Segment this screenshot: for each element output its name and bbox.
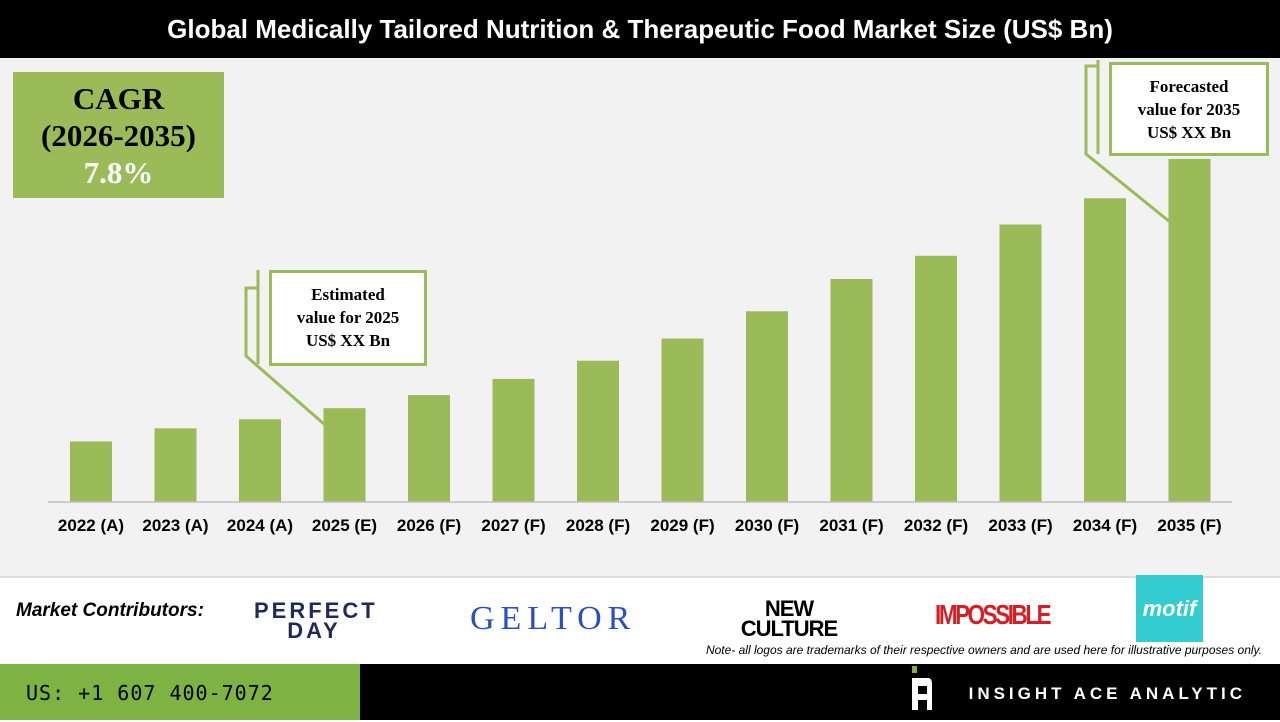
bar-2025-e- bbox=[323, 408, 366, 502]
callout-line: Forecasted bbox=[1149, 77, 1229, 96]
bar-2033-f- bbox=[999, 224, 1042, 502]
x-tick-label: 2028 (F) bbox=[566, 516, 630, 535]
x-tick-label: 2022 (A) bbox=[58, 516, 124, 535]
contributors-label: Market Contributors: bbox=[16, 600, 204, 621]
bar-2023-a- bbox=[154, 428, 197, 502]
plot-area: 2022 (A) 2023 (A) 2024 (A) 2025 (E) 2026 (F)… bbox=[0, 58, 1280, 578]
x-tick-label: 2033 (F) bbox=[988, 516, 1052, 535]
x-tick-label: 2032 (F) bbox=[904, 516, 968, 535]
bar-2026-f- bbox=[408, 395, 450, 502]
forecasted-connector bbox=[1084, 64, 1171, 224]
callout-line: value for 2035 bbox=[1137, 100, 1241, 119]
x-tick-label: 2029 (F) bbox=[650, 516, 714, 535]
callout-line: US$ XX Bn bbox=[305, 331, 391, 350]
callout-line: US$ XX Bn bbox=[1146, 123, 1232, 142]
logo-text: DAY bbox=[287, 618, 341, 643]
bar-2034-f- bbox=[1084, 198, 1126, 502]
x-tick-label: 2025 (E) bbox=[312, 516, 377, 535]
x-tick-label: 2024 (A) bbox=[227, 516, 293, 535]
bar-2027-f- bbox=[492, 378, 535, 502]
brand-name: INSIGHT ACE ANALYTIC bbox=[968, 684, 1246, 703]
chart-title: Global Medically Tailored Nutrition & Th… bbox=[0, 0, 1280, 58]
bar-chart: 2022 (A) 2023 (A) 2024 (A) 2025 (E) 2026 (F)… bbox=[48, 60, 1232, 535]
estimated-callout: Estimated value for 2025 US$ XX Bn bbox=[269, 270, 427, 366]
x-tick-label: 2030 (F) bbox=[735, 516, 799, 535]
logo-text: NEW bbox=[764, 596, 814, 621]
x-tick-label: 2034 (F) bbox=[1073, 516, 1137, 535]
bar-2029-f- bbox=[661, 338, 704, 502]
new-culture-logo: NEW CULTURE bbox=[740, 596, 838, 641]
x-tick-label: 2026 (F) bbox=[397, 516, 461, 535]
x-tick-label: 2035 (F) bbox=[1157, 516, 1221, 535]
cagr-value: 7.8% bbox=[83, 155, 154, 190]
callout-line: Estimated bbox=[311, 285, 385, 304]
bar-2024-a- bbox=[239, 419, 281, 502]
perfect-day-logo: PERFECT DAY bbox=[254, 598, 378, 643]
logo-text: PERFECT bbox=[254, 598, 378, 623]
callout-line: value for 2025 bbox=[296, 308, 400, 327]
footer-bar bbox=[360, 664, 1280, 720]
insight-ace-logo-icon bbox=[912, 666, 932, 710]
x-tick-label: 2031 (F) bbox=[819, 516, 883, 535]
x-tick-label: 2027 (F) bbox=[481, 516, 545, 535]
cagr-period: (2026-2035) bbox=[41, 118, 196, 153]
motif-logo: motif bbox=[1136, 575, 1203, 642]
cagr-label: CAGR bbox=[72, 81, 165, 116]
logo-text: CULTURE bbox=[740, 616, 838, 641]
forecasted-callout: Forecasted value for 2035 US$ XX Bn bbox=[1109, 62, 1269, 156]
bar-2035-f- bbox=[1168, 158, 1211, 502]
phone-number: US: +1 607 400-7072 bbox=[0, 664, 360, 720]
trademark-note: Note- all logos are trademarks of their … bbox=[705, 643, 1262, 657]
cagr-box: CAGR (2026-2035) 7.8% bbox=[13, 72, 224, 198]
x-tick-label: 2023 (A) bbox=[142, 516, 208, 535]
bar-2031-f- bbox=[830, 278, 873, 502]
bar-2022-a- bbox=[70, 441, 112, 502]
estimated-connector bbox=[244, 286, 325, 426]
geltor-logo: GELTOR bbox=[470, 600, 637, 637]
impossible-logo: IMPOSSIBLE bbox=[935, 599, 1052, 630]
bar-2028-f- bbox=[577, 360, 619, 502]
bar-2032-f- bbox=[915, 255, 957, 502]
bar-2030-f- bbox=[746, 311, 788, 502]
